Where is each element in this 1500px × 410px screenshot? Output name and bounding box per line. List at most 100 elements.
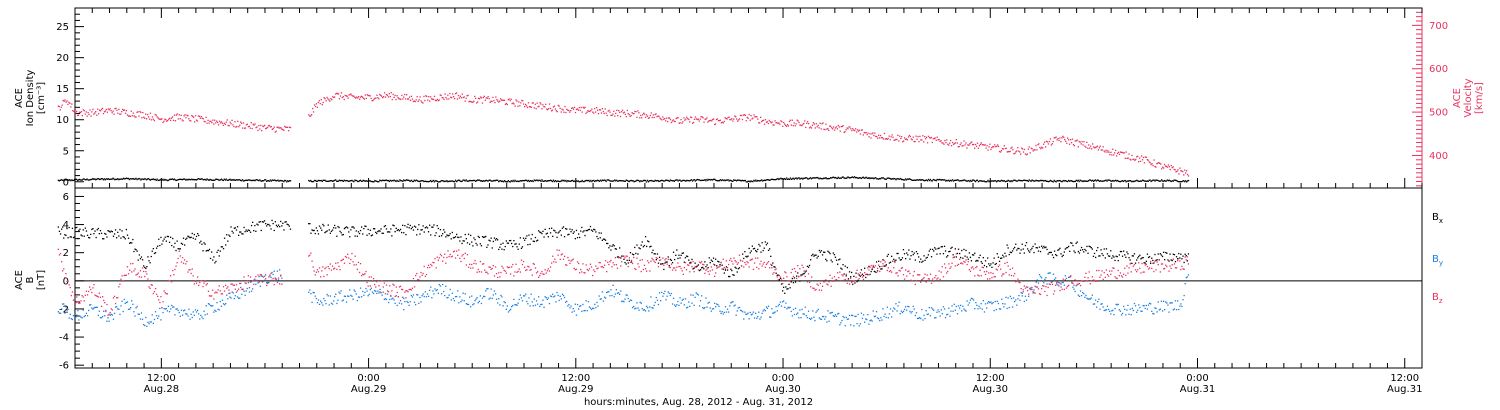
density-data-point bbox=[101, 178, 104, 180]
velocity-data-point bbox=[133, 115, 135, 117]
velocity-data-point bbox=[1056, 139, 1058, 141]
bfield-y-data-point bbox=[76, 314, 78, 316]
bfield-y-data-point bbox=[472, 304, 474, 306]
bfield-z-data-point bbox=[84, 294, 86, 296]
bfield-z-data-point bbox=[335, 262, 337, 264]
velocity-data-point bbox=[222, 124, 224, 126]
bfield-z-data-point bbox=[336, 268, 338, 270]
bfield-x-data-point bbox=[896, 252, 898, 255]
bfield-x-data-point bbox=[921, 261, 923, 263]
bfield-x-data-point bbox=[946, 256, 948, 258]
bfield-x-data-point bbox=[352, 226, 354, 228]
velocity-data-point bbox=[951, 141, 954, 144]
density-data-point bbox=[121, 178, 123, 180]
bfield-x-data-point bbox=[59, 233, 62, 235]
bfield-x-data-point bbox=[644, 236, 647, 238]
density-data-point bbox=[173, 178, 176, 180]
velocity-data-point bbox=[349, 93, 351, 96]
bfield-y-data-point bbox=[732, 301, 734, 303]
bfield-y-data-point bbox=[1049, 272, 1051, 274]
bfield-y-data-point bbox=[546, 298, 548, 300]
density-data-point bbox=[363, 180, 366, 182]
x-tick-time-label: 0:00 bbox=[772, 373, 794, 384]
bfield-x-data-point bbox=[529, 243, 531, 245]
velocity-data-point bbox=[798, 121, 800, 124]
density-data-point bbox=[426, 181, 428, 183]
bfield-x-data-point bbox=[266, 225, 268, 227]
bfield-x-data-point bbox=[901, 257, 904, 259]
density-data-point bbox=[656, 180, 658, 182]
density-data-point bbox=[467, 180, 469, 182]
bfield-y-data-point bbox=[1101, 303, 1103, 305]
bfield-x-data-point bbox=[446, 234, 448, 236]
bfield-x-data-point bbox=[1143, 262, 1145, 264]
density-data-point bbox=[874, 177, 876, 179]
bfield-x-data-point bbox=[1170, 259, 1172, 261]
density-data-point bbox=[1101, 180, 1103, 182]
bfield-z-data-point bbox=[217, 289, 219, 291]
density-data-point bbox=[103, 178, 106, 180]
velocity-data-point bbox=[948, 144, 950, 146]
density-data-point bbox=[798, 177, 800, 179]
bfield-y-data-point bbox=[340, 290, 342, 292]
velocity-data-point bbox=[929, 137, 932, 139]
bfield-x-data-point bbox=[1110, 250, 1112, 252]
bfield-y-data-point bbox=[1158, 309, 1160, 311]
bfield-x-data-point bbox=[81, 235, 83, 237]
density-data-point bbox=[990, 180, 992, 182]
bfield-x-data-point bbox=[932, 248, 934, 251]
density-data-point bbox=[523, 180, 525, 182]
bfield-x-data-point bbox=[652, 249, 654, 251]
velocity-data-point bbox=[61, 104, 63, 106]
bfield-x-data-point bbox=[874, 271, 877, 273]
bfield-y-data-point bbox=[767, 305, 770, 307]
velocity-data-point bbox=[175, 114, 177, 116]
density-data-point bbox=[796, 178, 798, 180]
bfield-x-data-point bbox=[771, 264, 773, 266]
bfield-x-data-point bbox=[832, 252, 834, 254]
bfield-x-data-point bbox=[830, 259, 832, 261]
velocity-data-point bbox=[501, 99, 503, 101]
bfield-y-data-point bbox=[80, 316, 82, 318]
bfield-x-data-point bbox=[170, 236, 172, 238]
velocity-data-point bbox=[931, 141, 933, 144]
bfield-y-data-point bbox=[1178, 308, 1180, 311]
density-data-point bbox=[347, 180, 349, 182]
density-data-point bbox=[560, 180, 562, 182]
bfield-y-data-point bbox=[763, 308, 765, 311]
bfield-z-data-point bbox=[236, 290, 239, 292]
density-data-point bbox=[919, 178, 921, 181]
density-data-point bbox=[649, 180, 651, 182]
velocity-data-point bbox=[748, 113, 750, 116]
bfield-x-data-point bbox=[925, 257, 927, 259]
density-data-point bbox=[508, 181, 510, 183]
bfield-y-data-point bbox=[125, 301, 127, 304]
bfield-x-data-point bbox=[162, 240, 164, 242]
bfield-y-data-point bbox=[519, 294, 521, 296]
bfield-x-data-point bbox=[139, 258, 142, 260]
density-data-point bbox=[386, 180, 389, 182]
bfield-x-data-point bbox=[1155, 259, 1157, 262]
density-data-point bbox=[548, 180, 551, 182]
bfield-x-data-point bbox=[1165, 251, 1167, 254]
bfield-y-data-point bbox=[119, 313, 121, 315]
density-data-point bbox=[1083, 180, 1085, 182]
density-data-point bbox=[172, 179, 175, 181]
bfield-x-data-point bbox=[811, 254, 813, 257]
density-data-point bbox=[270, 180, 272, 182]
density-data-point bbox=[492, 180, 494, 182]
bfield-z-data-point bbox=[86, 294, 89, 296]
density-data-point bbox=[309, 180, 311, 182]
velocity-data-point bbox=[522, 100, 524, 102]
velocity-data-point bbox=[504, 103, 507, 105]
bfield-y-data-point bbox=[963, 308, 965, 310]
density-data-point bbox=[378, 181, 380, 183]
bfield-x-data-point bbox=[505, 240, 507, 242]
bfield-x-data-point bbox=[1151, 257, 1153, 259]
bfield-x-data-point bbox=[141, 259, 144, 261]
bfield-y-data-point bbox=[995, 308, 997, 311]
bfield-x-data-point bbox=[277, 224, 280, 226]
bfield-z-data-point bbox=[198, 284, 200, 286]
bfield-y-data-point bbox=[1002, 303, 1004, 305]
bfield-y-data-point bbox=[669, 294, 671, 297]
